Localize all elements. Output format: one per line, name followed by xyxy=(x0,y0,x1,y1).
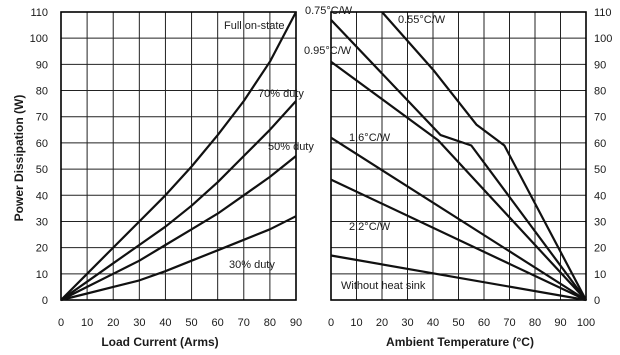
annotation-1-6-cw: 1.6°C/W xyxy=(349,132,391,144)
annotation-2-2-cw: 2.2°C/W xyxy=(349,221,391,233)
series-line-70-duty xyxy=(60,100,297,301)
y-tick-label: 30 xyxy=(594,216,606,228)
x-tick-label: 90 xyxy=(554,317,566,329)
x-tick-label: 100 xyxy=(577,317,595,329)
series-line-1-6-c-w xyxy=(330,136,587,301)
x-tick-label: 50 xyxy=(185,317,197,329)
y-tick-label: 60 xyxy=(36,138,48,150)
left-y-axis-title: Power Dissipation (W) xyxy=(12,95,26,222)
series-line-50-duty xyxy=(60,155,297,301)
y-tick-label: 10 xyxy=(36,269,48,281)
x-tick-label: 40 xyxy=(159,317,171,329)
series-line-0-55-c-w xyxy=(381,11,587,301)
ambient-temperature-chart: 0 10 20 30 40 50 60 70 80 90 100 0 10 20 30 40 50 60 70 80 9… xyxy=(328,7,612,329)
y-tick-label: 50 xyxy=(36,164,48,176)
annotation-30-duty: 30% duty xyxy=(229,259,275,271)
y-tick-label: 80 xyxy=(594,86,606,98)
y-tick-label: 0 xyxy=(42,295,48,307)
y-tick-label: 40 xyxy=(594,190,606,202)
plot-frame xyxy=(60,11,297,301)
y-tick-label: 10 xyxy=(594,269,606,281)
y-tick-label: 20 xyxy=(36,243,48,255)
y-tick-label: 110 xyxy=(30,7,48,19)
x-tick-label: 60 xyxy=(478,317,490,329)
y-tick-label: 70 xyxy=(36,112,48,124)
y-tick-label: 90 xyxy=(594,59,606,71)
load-current-chart: 0 10 20 30 40 50 60 70 80 90 0 10 20 30 40 50 60 70 80 90 10… xyxy=(30,7,302,329)
y-tick-label: 20 xyxy=(594,243,606,255)
x-tick-label: 30 xyxy=(133,317,145,329)
y-tick-label: 110 xyxy=(594,7,612,19)
annotation-0-75-cw: 0.75°C/W xyxy=(305,5,353,17)
series-line-0-95-c-w xyxy=(330,60,587,301)
series-line-2-2-c-w xyxy=(330,178,587,301)
x-tick-label: 80 xyxy=(529,317,541,329)
y-tick-label: 0 xyxy=(594,295,600,307)
series-line-30-duty xyxy=(60,215,297,302)
x-tick-label: 40 xyxy=(427,317,439,329)
series-line-0-75-c-w xyxy=(330,19,587,301)
x-tick-label: 20 xyxy=(107,317,119,329)
y-tick-label: 100 xyxy=(30,33,48,45)
y-tick-label: 70 xyxy=(594,112,606,124)
annotation-full-on-state: Full on-state xyxy=(224,20,285,32)
left-x-axis-title: Load Current (Arms) xyxy=(101,335,218,349)
plot-frame xyxy=(330,11,587,301)
annotation-0-55-cw: 0.55°C/W xyxy=(398,14,446,26)
y-tick-label: 90 xyxy=(36,59,48,71)
x-tick-label: 70 xyxy=(238,317,250,329)
x-tick-label: 80 xyxy=(264,317,276,329)
x-tick-label: 20 xyxy=(376,317,388,329)
x-tick-label: 90 xyxy=(290,317,302,329)
y-tick-label: 30 xyxy=(36,216,48,228)
x-tick-label: 0 xyxy=(328,317,334,329)
annotation-50-duty: 50% duty xyxy=(268,141,314,153)
x-tick-label: 50 xyxy=(452,317,464,329)
y-tick-label: 80 xyxy=(36,86,48,98)
y-tick-label: 50 xyxy=(594,164,606,176)
series-line-full-on-state xyxy=(60,11,297,301)
x-tick-label: 60 xyxy=(212,317,224,329)
x-tick-label: 10 xyxy=(350,317,362,329)
y-tick-label: 100 xyxy=(594,33,612,45)
y-tick-label: 40 xyxy=(36,190,48,202)
x-tick-label: 0 xyxy=(58,317,64,329)
x-tick-label: 30 xyxy=(401,317,413,329)
annotation-0-95-cw: 0.95°C/W xyxy=(304,45,352,57)
x-tick-label: 70 xyxy=(503,317,515,329)
annotation-without-heat-sink: Without heat sink xyxy=(341,280,426,292)
annotation-70-duty: 70% duty xyxy=(258,88,304,100)
right-x-axis-title: Ambient Temperature (°C) xyxy=(386,335,534,349)
series-line-without-heat-sink xyxy=(330,254,587,302)
y-tick-label: 60 xyxy=(594,138,606,150)
x-tick-label: 10 xyxy=(81,317,93,329)
